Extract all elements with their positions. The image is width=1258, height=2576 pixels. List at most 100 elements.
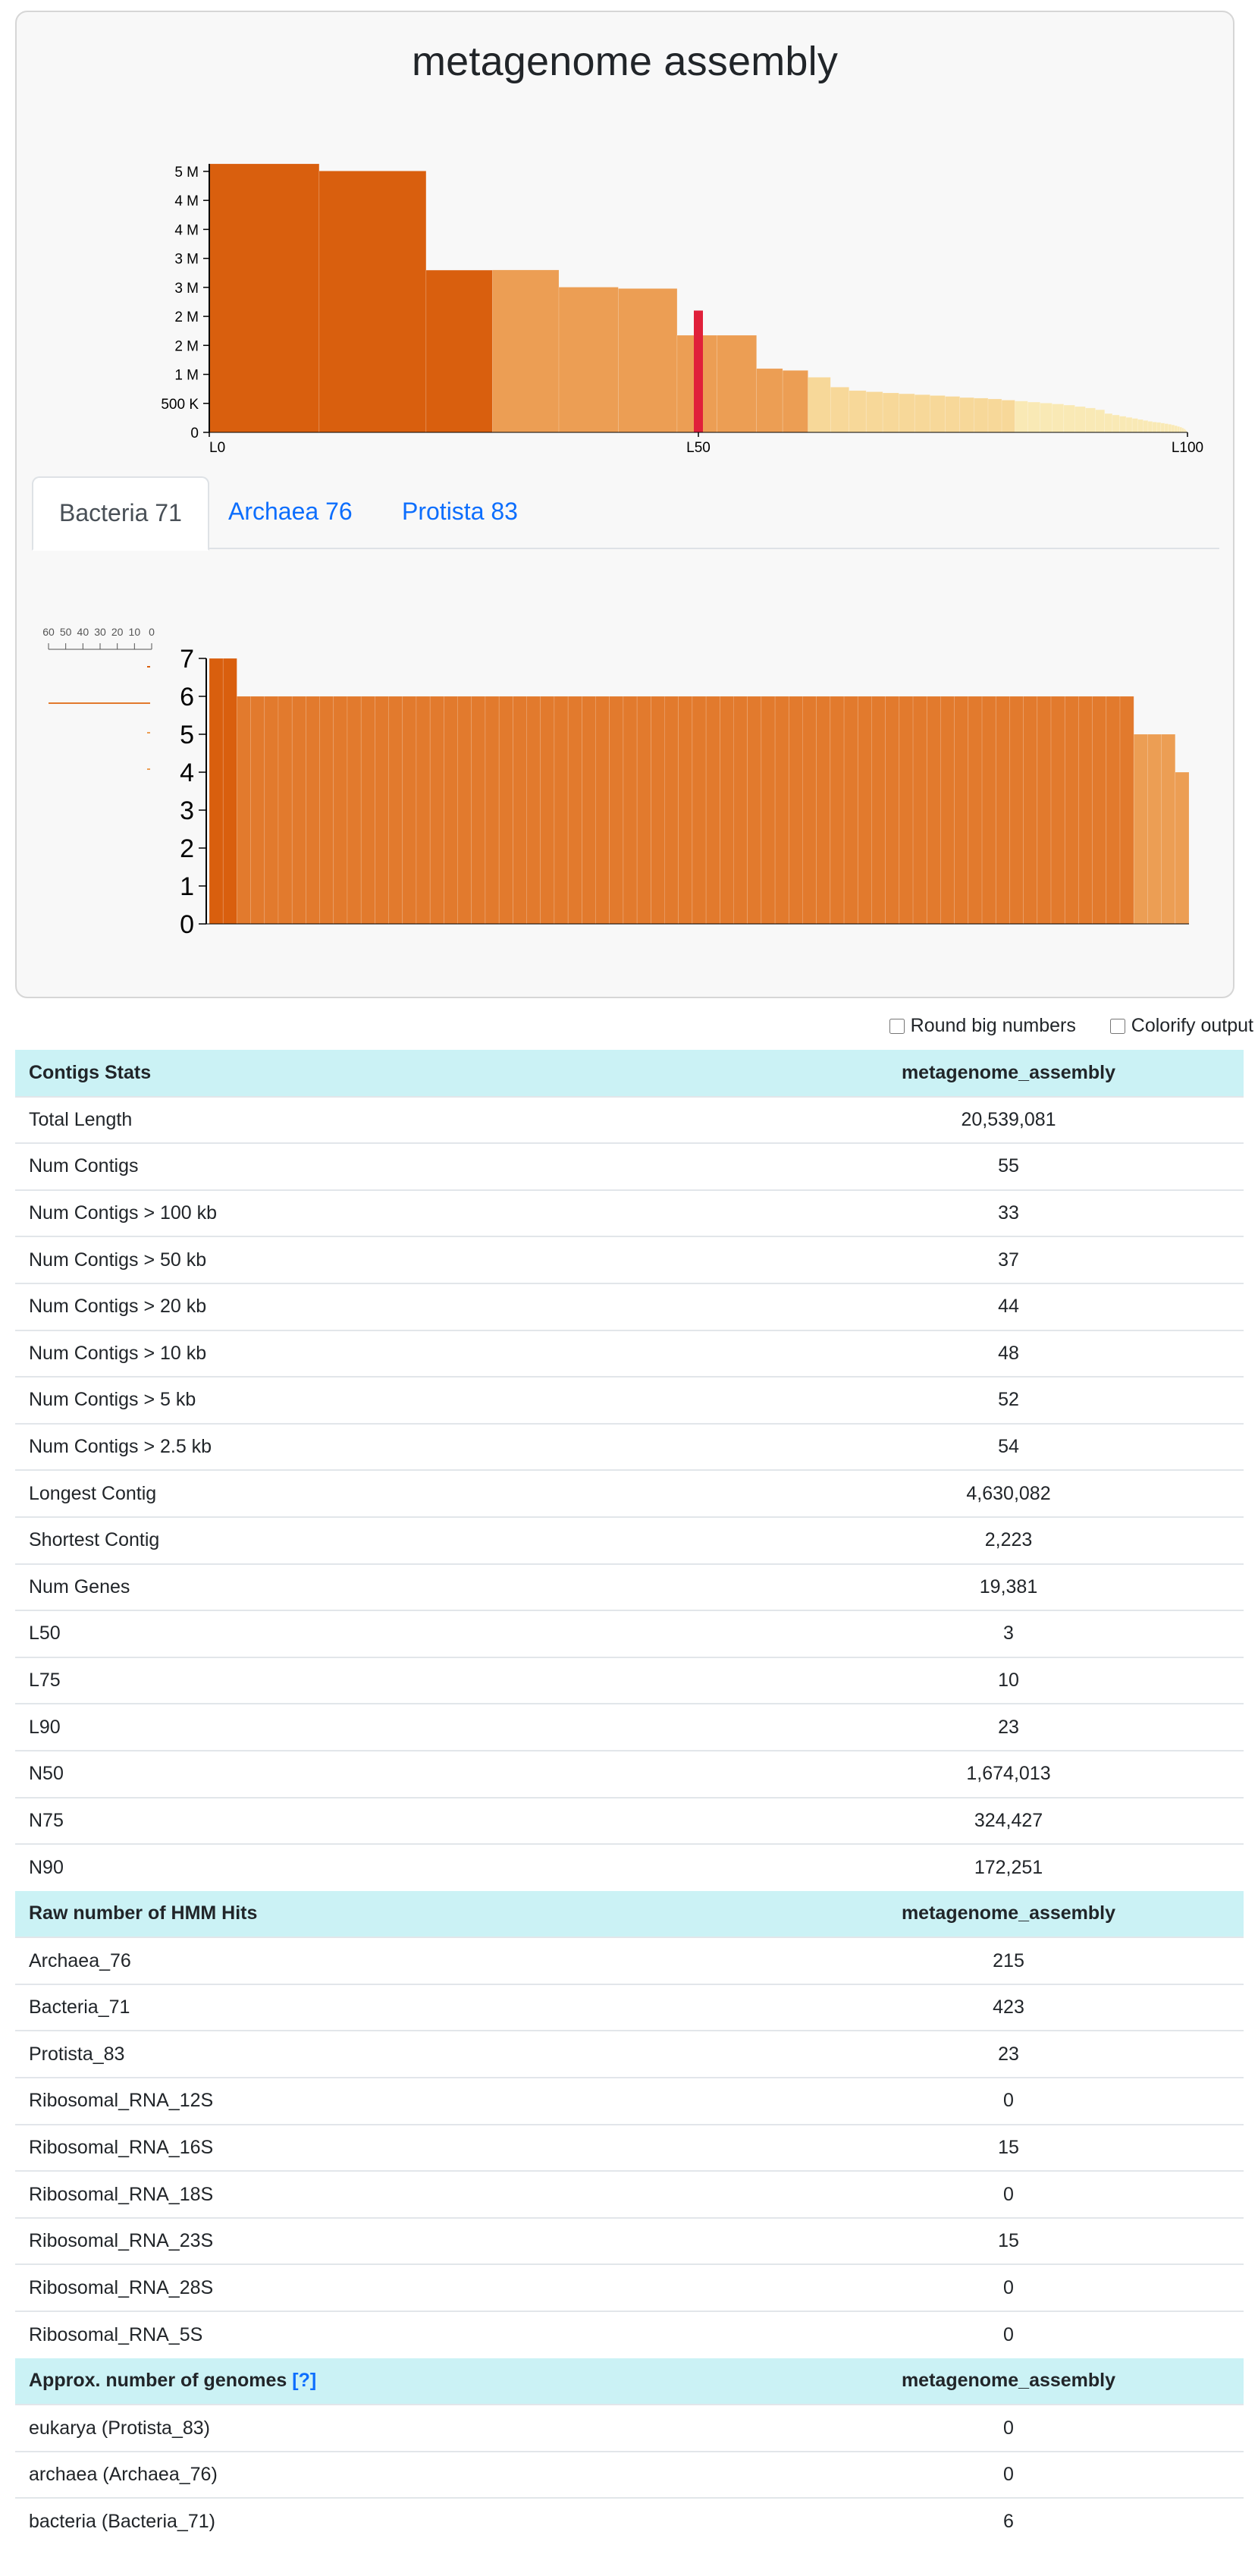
table-row: N75 324,427 [15, 1796, 1244, 1845]
hmm-bar [940, 696, 955, 925]
contig-bar [1137, 419, 1143, 433]
row-label: N75 [15, 1796, 773, 1845]
colorify-checkbox[interactable] [1109, 1018, 1125, 1034]
row-label: Bacteria_71 [15, 1983, 773, 2031]
table-row: Longest Contig 4,630,082 [15, 1469, 1244, 1517]
help-link[interactable]: [?] [292, 2370, 317, 2392]
hmm-bar [1023, 696, 1038, 925]
contig-bar [959, 397, 974, 433]
row-label: eukarya (Protista_83) [15, 2404, 773, 2452]
row-label: Ribosomal_RNA_18S [15, 2170, 773, 2218]
contig-bar [618, 288, 678, 433]
column-header: metagenome_assembly [773, 1050, 1244, 1097]
hmm-bar [250, 696, 265, 925]
hmm-bar [1106, 696, 1121, 925]
contig-bar [782, 370, 808, 433]
mini-axis-label: 30 [94, 626, 106, 638]
hmm-bar [347, 696, 362, 925]
hmm-bar [912, 696, 927, 925]
contig-bar [987, 398, 1002, 433]
round-option[interactable]: Round big numbers [889, 1015, 1076, 1037]
hmm-bar [954, 696, 969, 925]
table-row: Num Contigs 55 [15, 1142, 1244, 1190]
row-value: 15 [773, 2216, 1244, 2265]
table-row: Num Contigs > 2.5 kb 54 [15, 1422, 1244, 1471]
table-row: Num Genes 19,381 [15, 1563, 1244, 1611]
contig-bar [882, 392, 899, 433]
hmm-bar [1175, 771, 1190, 925]
row-label: Num Contigs > 50 kb [15, 1236, 773, 1283]
x-tick-label: L100 [1172, 440, 1203, 456]
table-header-row: Approx. number of genomes [?] metagenome_… [15, 2358, 1244, 2405]
display-options: Round big numbers Colorify output [861, 1015, 1253, 1039]
y-tick-label: 0 [190, 426, 199, 441]
table-row: Ribosomal_RNA_28S 0 [15, 2263, 1244, 2312]
section-header: Approx. number of genomes [?] [15, 2358, 773, 2405]
row-label: Num Contigs > 2.5 kb [15, 1422, 773, 1471]
row-value: 172,251 [773, 1843, 1244, 1891]
colorify-option[interactable]: Colorify output [1109, 1015, 1253, 1037]
mini-axis-label: 0 [149, 626, 155, 638]
row-value: 0 [773, 2263, 1244, 2312]
row-value: 52 [773, 1376, 1244, 1424]
hmm-bar [1147, 734, 1162, 925]
contig-bar [1015, 401, 1028, 433]
contig-bar [1063, 404, 1075, 433]
hmm-bar [816, 696, 831, 925]
row-label: Ribosomal_RNA_16S [15, 2123, 773, 2172]
row-label: Num Contigs > 10 kb [15, 1329, 773, 1378]
page-title: metagenome assembly [411, 39, 839, 84]
table-row: Bacteria_71 423 [15, 1983, 1244, 2031]
table-row: Ribosomal_RNA_16S 15 [15, 2123, 1244, 2172]
hmm-bar [388, 696, 403, 925]
y-tick-label: 4 [180, 759, 194, 787]
row-value: 0 [773, 2404, 1244, 2452]
round-checkbox[interactable] [889, 1018, 905, 1034]
row-value: 15 [773, 2123, 1244, 2172]
table-row: bacteria (Bacteria_71) 6 [15, 2497, 1244, 2545]
hmm-bar [830, 696, 845, 925]
tab-protista-83[interactable]: Protista 83 [402, 498, 518, 525]
hmm-bar [1078, 696, 1093, 925]
row-value: 1,674,013 [773, 1749, 1244, 1798]
hmm-bar [1092, 696, 1107, 925]
row-value: 23 [773, 2030, 1244, 2078]
hmm-bar [636, 696, 651, 925]
section-header-label: Approx. number of genomes [29, 2370, 287, 2392]
contig-bar [1174, 425, 1178, 433]
y-tick-label: 3 M [174, 252, 199, 268]
mini-axis-label: 40 [77, 626, 89, 638]
table-row: Total Length 20,539,081 [15, 1095, 1244, 1144]
hmm-bar [513, 696, 527, 925]
colorify-label: Colorify output [1131, 1015, 1253, 1036]
row-value: 0 [773, 2450, 1244, 2499]
row-value: 54 [773, 1422, 1244, 1471]
table-row: archaea (Archaea_76) 0 [15, 2450, 1244, 2499]
section-header-label: Contigs Stats [29, 1061, 152, 1083]
table-row: Protista_83 23 [15, 2030, 1244, 2078]
y-tick-label: 6 [180, 683, 194, 712]
contig-bar [808, 377, 831, 433]
summary-panel: metagenome assembly 0 500 K 1 M 2 M 2 M 3 M 3 … [15, 11, 1234, 998]
tab-archaea-76[interactable]: Archaea 76 [228, 498, 353, 525]
hmm-bar [319, 696, 334, 925]
row-label: Longest Contig [15, 1469, 773, 1517]
row-value: 0 [773, 2311, 1244, 2358]
contig-bar [1160, 423, 1165, 433]
contig-bar [1168, 423, 1172, 433]
row-value: 10 [773, 1656, 1244, 1704]
table-row: Archaea_76 215 [15, 1937, 1244, 1984]
y-tick-label: 5 [180, 721, 194, 749]
row-label: Ribosomal_RNA_12S [15, 2077, 773, 2125]
tab-bacteria-71[interactable]: Bacteria 71 [32, 476, 209, 551]
contig-bar [1171, 424, 1175, 433]
table-row: L75 10 [15, 1656, 1244, 1704]
hmm-bar [1064, 696, 1079, 925]
hmm-bar [333, 696, 348, 925]
hmm-bar [733, 696, 748, 925]
table-row: eukarya (Protista_83) 0 [15, 2404, 1244, 2452]
row-value: 55 [773, 1142, 1244, 1190]
row-label: Shortest Contig [15, 1516, 773, 1564]
section-header-label: Raw number of HMM Hits [29, 1902, 258, 1924]
contig-bar [1112, 414, 1120, 433]
